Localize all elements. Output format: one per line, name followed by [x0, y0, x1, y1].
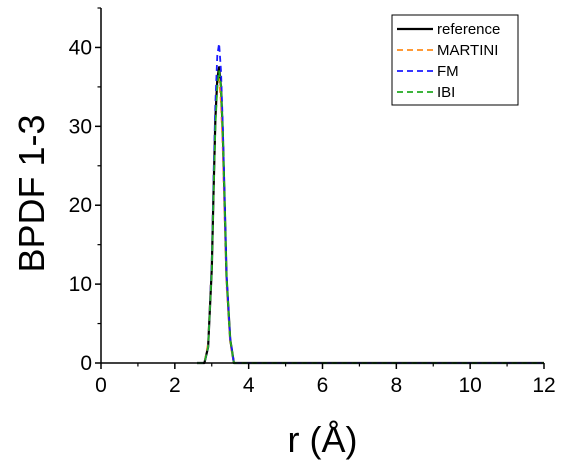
y-tick-label: 0 — [80, 352, 92, 375]
y-ticks: 0 10 20 30 40 — [69, 7, 101, 375]
legend: reference MARTINI FM IBI — [391, 14, 519, 106]
legend-label-ibi: IBI — [437, 84, 455, 101]
legend-label-fm: FM — [437, 63, 459, 80]
series-line-martini — [197, 78, 544, 364]
y-tick-label: 30 — [69, 115, 92, 138]
legend-label-reference: reference — [437, 21, 500, 38]
x-tick-label: 4 — [243, 374, 255, 397]
y-axis-title: BPDF 1-3 — [11, 114, 52, 272]
y-tick-label: 40 — [69, 36, 92, 59]
x-tick-label: 8 — [390, 374, 402, 397]
series-line-ibi — [197, 70, 544, 364]
x-axis-title: r (Å) — [288, 419, 358, 460]
x-ticks: 0 2 4 6 8 10 12 — [95, 363, 556, 397]
series-layer — [197, 42, 544, 365]
legend-items: reference MARTINI FM IBI — [397, 21, 500, 101]
x-tick-label: 2 — [169, 374, 181, 397]
x-tick-label: 12 — [532, 374, 555, 397]
x-tick-label: 10 — [458, 374, 481, 397]
y-tick-label: 20 — [69, 194, 92, 217]
x-tick-label: 6 — [317, 374, 329, 397]
x-tick-label: 0 — [95, 374, 107, 397]
series-line-reference — [197, 66, 544, 365]
legend-label-martini: MARTINI — [437, 42, 498, 59]
y-tick-label: 10 — [69, 273, 92, 296]
